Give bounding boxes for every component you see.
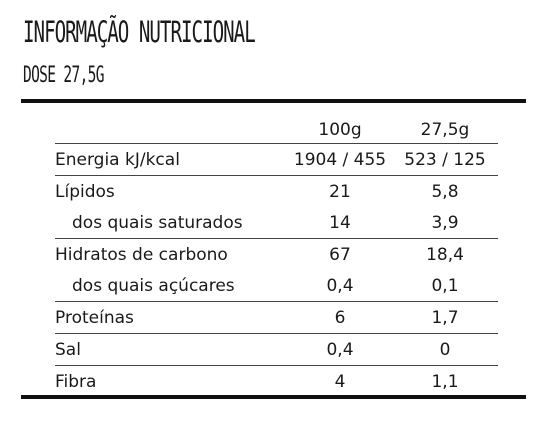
table-row-sal: Sal 0,4 0 <box>55 334 498 366</box>
table-row-energia: Energia kJ/kcal 1904 / 455 523 / 125 <box>55 143 498 176</box>
bottom-divider <box>21 395 526 399</box>
table-row-lipidos: Lípidos 21 5,8 <box>55 176 498 207</box>
value-per-dose: 5,8 <box>431 181 459 202</box>
value-per-100g: 21 <box>329 181 351 202</box>
value-per-dose: 1,7 <box>431 307 459 328</box>
table-header-row: 100g 27,5g <box>55 112 498 143</box>
table-row-fibra: Fibra 4 1,1 <box>55 366 498 397</box>
value-per-dose: 18,4 <box>426 244 464 265</box>
value-per-100g: 0,4 <box>326 339 354 360</box>
nutrient-label: Fibra <box>55 371 97 392</box>
value-per-100g: 14 <box>329 212 351 233</box>
value-per-dose: 0,1 <box>431 275 459 296</box>
nutrient-label: Lípidos <box>55 181 115 202</box>
table-row-hidratos: Hidratos de carbono 67 18,4 <box>55 239 498 270</box>
nutrient-label: Sal <box>55 339 81 360</box>
value-per-dose: 1,1 <box>431 371 459 392</box>
nutrient-label: Energia kJ/kcal <box>55 149 180 170</box>
column-header-100g: 100g <box>318 119 362 140</box>
nutrition-table: 100g 27,5g Energia kJ/kcal 1904 / 455 52… <box>55 112 498 397</box>
page-title: INFORMAÇÃO NUTRICIONAL <box>23 15 256 49</box>
value-per-dose: 523 / 125 <box>404 149 486 170</box>
column-header-dose: 27,5g <box>420 119 470 140</box>
value-per-dose: 0 <box>439 339 451 360</box>
nutrient-sublabel: dos quais saturados <box>72 212 243 233</box>
value-per-100g: 6 <box>334 307 346 328</box>
top-divider <box>21 99 526 103</box>
value-per-dose: 3,9 <box>431 212 459 233</box>
value-per-100g: 0,4 <box>326 275 354 296</box>
table-row-acucares: dos quais açúcares 0,4 0,1 <box>55 270 498 302</box>
table-row-saturados: dos quais saturados 14 3,9 <box>55 207 498 239</box>
value-per-100g: 67 <box>329 244 351 265</box>
table-row-proteinas: Proteínas 6 1,7 <box>55 302 498 334</box>
nutrient-label: Proteínas <box>55 307 134 328</box>
value-per-100g: 1904 / 455 <box>293 149 387 170</box>
dose-subtitle: DOSE 27,5G <box>23 63 104 88</box>
nutrient-sublabel: dos quais açúcares <box>72 275 235 296</box>
value-per-100g: 4 <box>334 371 346 392</box>
nutrient-label: Hidratos de carbono <box>55 244 228 265</box>
